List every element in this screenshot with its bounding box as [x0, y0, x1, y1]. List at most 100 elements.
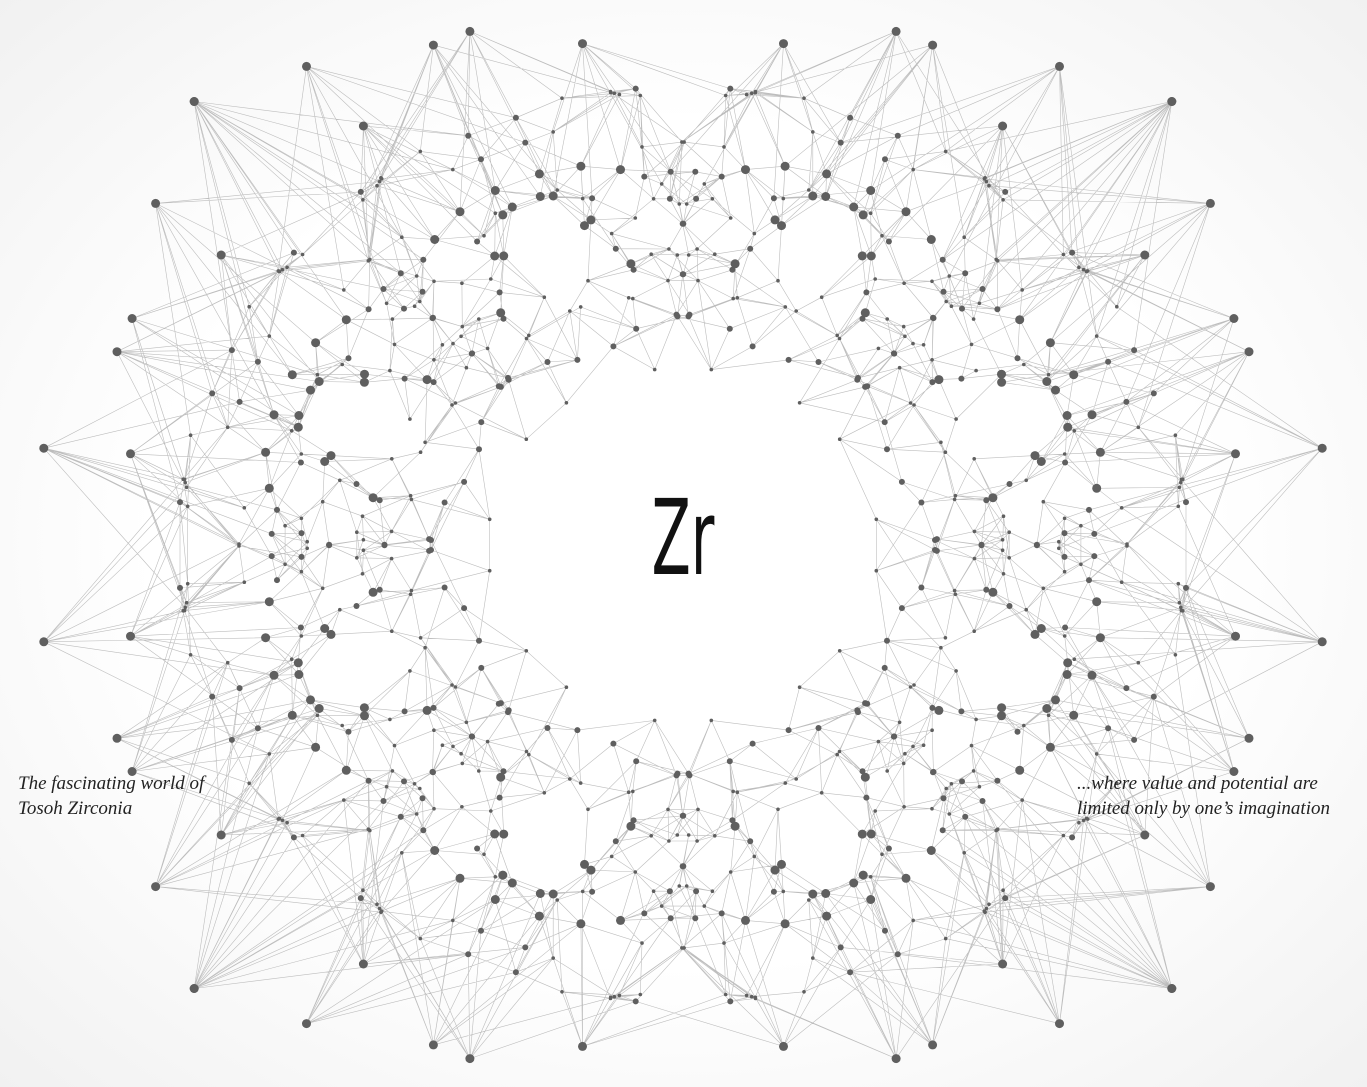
network-node: [507, 202, 517, 212]
network-node: [1041, 586, 1046, 591]
network-node: [638, 992, 643, 997]
network-node: [126, 631, 135, 641]
network-node: [753, 996, 758, 1001]
network-node: [1140, 830, 1150, 840]
network-node: [358, 121, 368, 131]
network-node: [837, 437, 842, 442]
network-node: [400, 851, 404, 855]
network-node: [576, 161, 586, 171]
network-node: [958, 375, 965, 382]
network-node: [994, 306, 1001, 313]
network-node: [414, 274, 419, 278]
network-node: [276, 269, 281, 273]
network-node: [959, 778, 965, 785]
network-node: [432, 279, 436, 284]
network-node: [866, 186, 876, 195]
network-node: [455, 873, 465, 883]
network-node: [430, 379, 437, 386]
network-node: [612, 91, 617, 96]
network-node: [860, 308, 870, 318]
network-node: [1317, 637, 1327, 647]
network-node: [891, 733, 898, 740]
network-node: [884, 446, 890, 453]
network-node: [1087, 670, 1097, 680]
network-nodes: [39, 26, 1327, 1064]
network-node: [357, 895, 364, 902]
network-node: [926, 235, 936, 244]
network-node: [535, 192, 545, 201]
network-node: [1229, 314, 1239, 323]
network-node: [873, 277, 877, 281]
network-node: [127, 314, 137, 323]
network-node: [408, 493, 413, 498]
network-node: [971, 769, 976, 773]
network-node: [984, 906, 989, 911]
network-node: [684, 884, 689, 888]
network-node: [675, 253, 680, 257]
network-node: [781, 889, 786, 894]
network-node: [379, 177, 384, 181]
network-node: [496, 308, 506, 318]
network-node: [868, 875, 873, 879]
network-node: [1179, 477, 1184, 482]
network-node: [988, 493, 998, 503]
network-node: [710, 197, 715, 201]
network-node: [397, 270, 404, 277]
network-node: [247, 304, 251, 309]
network-node: [953, 592, 958, 597]
network-node: [400, 235, 404, 239]
network-node: [127, 767, 137, 776]
network-node: [527, 333, 531, 338]
network-node: [633, 216, 638, 220]
network-node: [807, 188, 811, 192]
network-node: [320, 624, 330, 633]
network-node: [469, 733, 476, 740]
network-node: [300, 252, 305, 257]
network-node: [389, 529, 394, 534]
network-node: [616, 915, 625, 925]
network-node: [641, 910, 648, 917]
network-node: [342, 288, 346, 292]
network-node: [524, 749, 529, 754]
network-node: [1069, 249, 1076, 256]
network-node: [940, 795, 947, 802]
network-node: [874, 568, 879, 573]
network-node: [753, 90, 758, 95]
network-node: [682, 140, 686, 144]
network-node: [189, 984, 199, 993]
network-node: [943, 636, 948, 640]
network-node: [815, 359, 822, 365]
network-node: [640, 145, 644, 149]
network-node: [1045, 742, 1055, 752]
network-node: [983, 586, 990, 593]
network-node: [890, 350, 897, 357]
network-node: [1069, 710, 1079, 720]
network-node: [1176, 504, 1181, 509]
network-node: [1024, 607, 1028, 612]
network-node: [151, 198, 161, 208]
caption-left: The fascinating world of Tosoh Zirconia: [18, 771, 204, 821]
network-node: [962, 851, 966, 855]
network-node: [493, 211, 498, 215]
network-node: [225, 425, 230, 430]
network-node: [261, 447, 271, 457]
network-node: [770, 865, 780, 875]
network-node: [564, 685, 569, 689]
network-node: [338, 607, 342, 612]
network-node: [709, 367, 714, 372]
network-node: [280, 818, 285, 823]
network-node: [626, 821, 636, 831]
network-node: [876, 739, 881, 744]
network-node: [972, 629, 976, 633]
network-node: [679, 271, 686, 278]
network-node: [1205, 882, 1215, 892]
network-node: [1072, 429, 1077, 433]
network-node: [1317, 443, 1327, 453]
network-node: [1015, 765, 1025, 775]
network-node: [377, 906, 382, 911]
network-node: [498, 870, 508, 880]
network-node: [555, 188, 559, 192]
network-node: [1000, 538, 1005, 542]
network-node: [365, 777, 372, 784]
